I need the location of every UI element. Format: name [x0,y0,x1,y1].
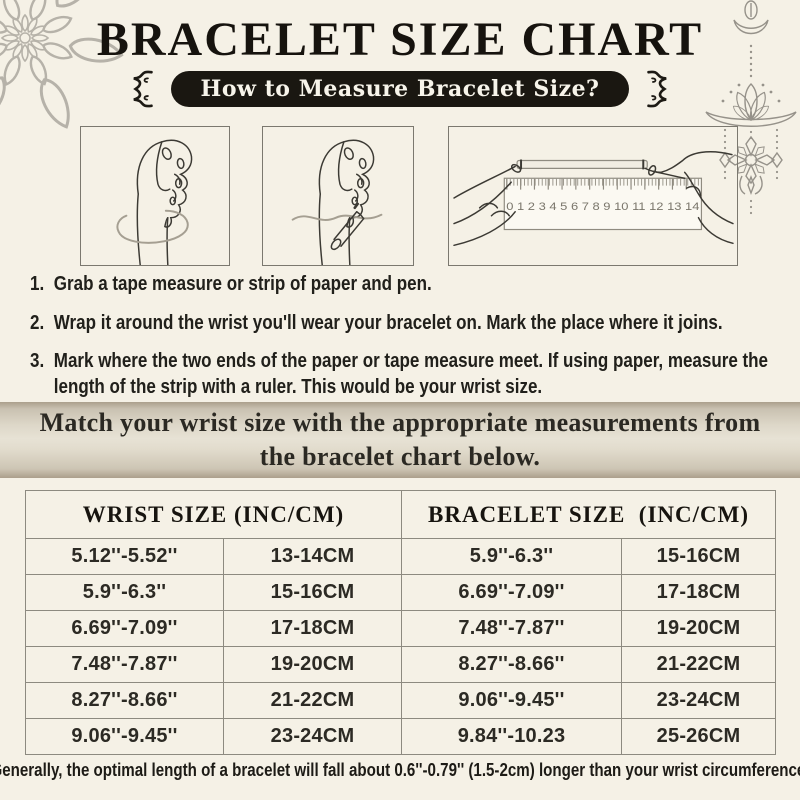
instruction-step-1: 1. Grab a tape measure or strip of paper… [30,272,778,298]
wrist-cm: 23-24CM [223,718,402,755]
bracelet-inches: 5.9''-6.3'' [401,538,622,575]
wrist-cm: 21-22CM [223,682,402,719]
table-row: 9.06''-9.45'' 23-24CM 9.84''-10.23 25-26… [25,718,776,755]
wrist-inches: 5.12''-5.52'' [25,538,224,575]
bracelet-inches: 9.84''-10.23 [401,718,622,755]
step-text: Grab a tape measure or strip of paper an… [53,273,432,295]
bracelet-cm: 19-20CM [621,610,776,647]
bracelet-size-header: BRACELET SIZE (INC/CM) [401,490,776,539]
wrist-inches: 7.48''-7.87'' [25,646,224,683]
subtitle-pill: How to Measure Bracelet Size? [170,71,630,107]
wrist-cm: 15-16CM [223,574,402,611]
ruler-measure-illustration: 0 1 2 3 4 5 6 7 8 9 10 11 12 13 14 [448,126,738,266]
instruction-step-2: 2. Wrap it around the wrist you'll wear … [30,311,778,337]
wrist-cm: 17-18CM [223,610,402,647]
step-number: 3. [30,350,45,373]
table-row: 5.12''-5.52'' 13-14CM 5.9''-6.3'' 15-16C… [25,538,776,575]
instructions-list: 1. Grab a tape measure or strip of paper… [30,272,778,413]
step-text: Wrap it around the wrist you'll wear you… [53,311,723,334]
bracelet-inches: 9.06''-9.45'' [401,682,622,719]
ruler-numbers: 0 1 2 3 4 5 6 7 8 9 10 11 12 13 14 [506,201,699,213]
wrap-wrist-illustration [80,126,230,266]
bracelet-inches: 7.48''-7.87'' [401,610,622,647]
step-number: 1. [30,273,45,295]
wrist-inches: 8.27''-8.66'' [25,682,224,719]
flourish-right-icon [647,70,668,108]
table-row: 6.69''-7.09'' 17-18CM 7.48''-7.87'' 19-2… [25,610,776,647]
mark-wrist-illustration [262,126,414,266]
subtitle-row: How to Measure Bracelet Size? [0,70,800,108]
bracelet-cm: 23-24CM [621,682,776,719]
wrist-cm: 13-14CM [223,538,402,575]
size-chart-table: WRIST SIZE (INC/CM) BRACELET SIZE (INC/C… [25,490,776,755]
bracelet-cm: 17-18CM [621,574,776,611]
wrist-inches: 5.9''-6.3'' [25,574,224,611]
bracelet-cm: 21-22CM [621,646,776,683]
table-row: 8.27''-8.66'' 21-22CM 9.06''-9.45'' 23-2… [25,682,776,719]
page-title: BRACELET SIZE CHART [96,13,704,66]
step-number: 2. [30,311,45,334]
match-banner: Match your wrist size with the appropria… [0,402,800,478]
match-banner-text: Match your wrist size with the appropria… [39,407,761,471]
flourish-left-icon [132,70,153,108]
bracelet-cm: 15-16CM [621,538,776,575]
footer-note: Generally, the optimal length of a brace… [0,760,800,780]
bracelet-cm: 25-26CM [621,718,776,755]
table-row: 5.9''-6.3'' 15-16CM 6.69''-7.09'' 17-18C… [25,574,776,611]
bracelet-inches: 6.69''-7.09'' [401,574,622,611]
bracelet-inches: 8.27''-8.66'' [401,646,622,683]
wrist-inches: 9.06''-9.45'' [25,718,224,755]
step-text: Mark where the two ends of the paper or … [53,350,768,398]
table-row: 7.48''-7.87'' 19-20CM 8.27''-8.66'' 21-2… [25,646,776,683]
wrist-size-header: WRIST SIZE (INC/CM) [25,490,402,539]
wrist-cm: 19-20CM [223,646,402,683]
instruction-step-3: 3. Mark where the two ends of the paper … [30,349,778,400]
wrist-inches: 6.69''-7.09'' [25,610,224,647]
table-header-row: WRIST SIZE (INC/CM) BRACELET SIZE (INC/C… [25,490,776,539]
